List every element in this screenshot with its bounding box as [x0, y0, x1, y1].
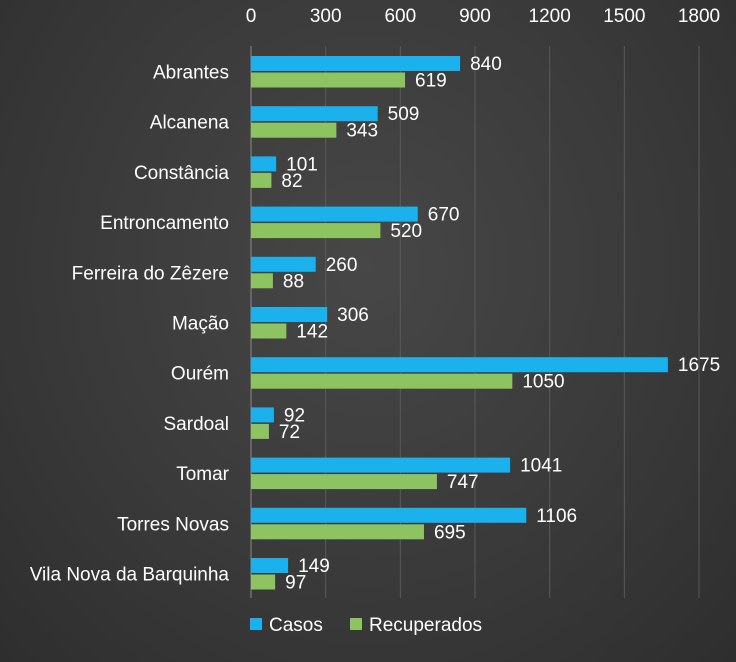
legend-swatch-recuperados: [350, 618, 362, 630]
category-label: Abrantes: [153, 63, 229, 84]
data-label-recuperados: 1050: [522, 372, 564, 393]
data-label-recuperados: 88: [283, 271, 304, 292]
data-label-recuperados: 747: [447, 472, 479, 493]
category-label: Vila Nova da Barquinha: [30, 565, 230, 586]
data-label-recuperados: 82: [281, 171, 302, 192]
x-tick-label: 1500: [603, 6, 645, 27]
bar-recuperados: [251, 273, 273, 289]
bar-casos: [251, 106, 378, 122]
bar-casos: [251, 307, 328, 322]
bar-recuperados: [251, 524, 424, 540]
data-label-recuperados: 695: [434, 522, 466, 543]
data-label-casos: 101: [286, 154, 318, 175]
x-tick-label: 300: [310, 6, 342, 27]
legend-label-recuperados: Recuperados: [369, 615, 482, 636]
bar-casos: [251, 507, 527, 523]
category-label: Alcanena: [150, 113, 230, 134]
data-label-casos: 1675: [678, 355, 720, 376]
x-tick-label: 1800: [678, 6, 720, 27]
category-label: Tomar: [176, 464, 229, 485]
category-label: Ourém: [171, 364, 229, 385]
data-label-recuperados: 142: [296, 322, 328, 343]
bar-recuperados: [251, 223, 381, 239]
x-tick-label: 900: [459, 6, 491, 27]
data-label-casos: 1106: [536, 506, 577, 527]
data-label-casos: 149: [298, 556, 330, 577]
data-label-casos: 840: [470, 54, 502, 75]
legend-label-casos: Casos: [269, 615, 323, 636]
category-label: Entroncamento: [100, 213, 229, 234]
data-label-casos: 670: [428, 205, 460, 226]
bar-recuperados: [251, 373, 513, 389]
data-label-recuperados: 72: [279, 422, 300, 443]
bar-recuperados: [251, 474, 437, 490]
x-tick-label: 1200: [529, 6, 571, 27]
data-label-recuperados: 97: [285, 573, 306, 594]
bar-casos: [251, 407, 274, 423]
bar-recuperados: [251, 423, 269, 439]
data-label-casos: 260: [326, 255, 358, 276]
legend-swatch-casos: [250, 618, 262, 630]
data-label-recuperados: 619: [415, 71, 447, 92]
bar-recuperados: [251, 172, 272, 188]
bar-recuperados: [251, 72, 406, 88]
bar-casos: [251, 156, 277, 172]
bar-casos: [251, 558, 289, 573]
category-label: Constância: [134, 163, 229, 184]
bar-recuperados: [251, 574, 276, 590]
data-label-casos: 509: [388, 104, 420, 125]
bar-casos: [251, 206, 418, 222]
data-label-recuperados: 343: [346, 121, 378, 142]
data-label-recuperados: 520: [390, 221, 422, 242]
bar-casos: [251, 457, 511, 473]
bar-casos: [251, 56, 461, 71]
bar-recuperados: [251, 122, 337, 138]
x-tick-label: 0: [246, 6, 257, 27]
data-label-casos: 92: [284, 405, 305, 426]
category-label: Ferreira do Zêzere: [72, 263, 229, 284]
bar-casos: [251, 256, 316, 272]
data-label-casos: 306: [337, 305, 369, 326]
category-label: Mação: [172, 314, 229, 335]
bar-recuperados: [251, 323, 287, 339]
category-label: Torres Novas: [117, 514, 229, 535]
x-tick-label: 600: [384, 6, 416, 27]
bar-casos: [251, 357, 668, 373]
category-label: Sardoal: [164, 414, 230, 435]
data-label-casos: 1041: [520, 456, 562, 477]
